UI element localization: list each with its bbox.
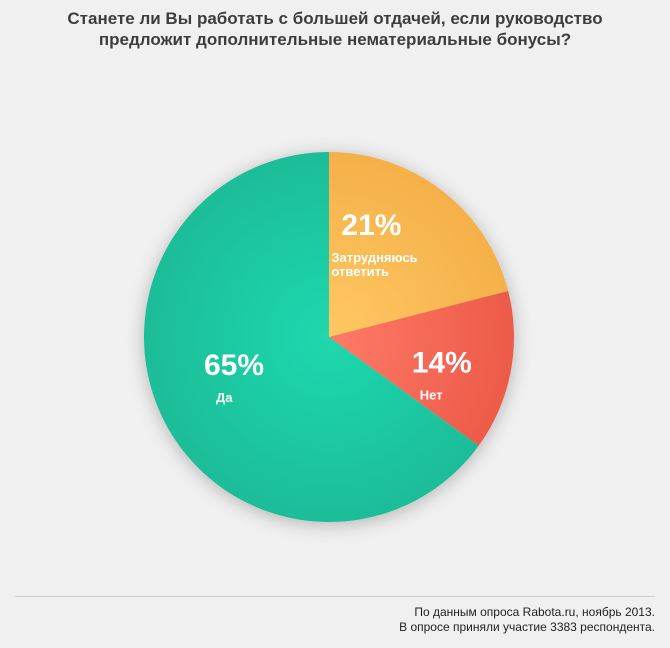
- pie-slice-3: [143, 152, 479, 522]
- pie-slice-2: [329, 290, 514, 446]
- chart-title: Станете ли Вы работать с большей отдачей…: [0, 8, 670, 50]
- pie-slice-1: [329, 152, 509, 337]
- source-note-line-2: В опросе приняли участие 3383 респондент…: [399, 620, 655, 634]
- slice-value-label: 65%: [204, 349, 264, 382]
- slice-value-label: 21%: [341, 209, 401, 242]
- footer-divider: [15, 596, 655, 597]
- source-note-line-1: По данным опроса Rabota.ru, ноябрь 2013.: [414, 605, 655, 619]
- chart-title-line-1: Станете ли Вы работать с большей отдачей…: [67, 9, 603, 28]
- slice-category-label: Нет: [420, 387, 443, 402]
- pie-slices: [143, 152, 514, 522]
- chart-title-line-2: предложит дополнительные нематериальные …: [98, 30, 572, 49]
- source-note: По данным опроса Rabota.ru, ноябрь 2013.…: [399, 605, 655, 635]
- slice-category-label: Да: [216, 390, 233, 405]
- slice-category-label: ответить: [331, 264, 389, 279]
- slice-category-label: Затрудняюсь: [331, 250, 417, 265]
- slice-value-label: 14%: [412, 346, 472, 379]
